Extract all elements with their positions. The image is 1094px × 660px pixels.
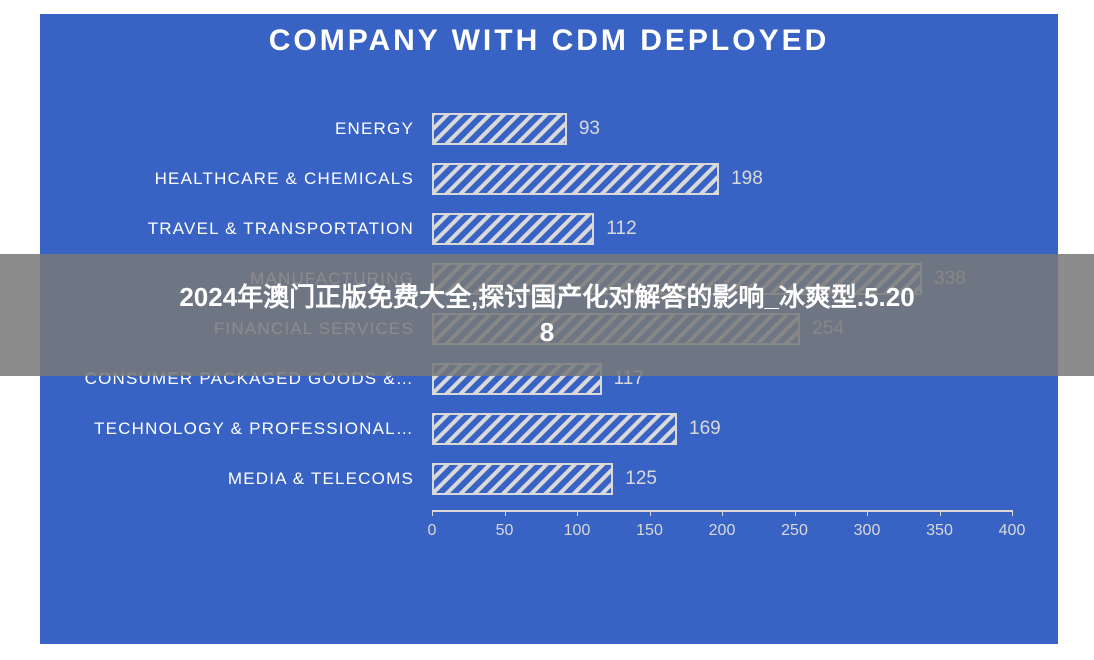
overlay-text: 2024年澳门正版免费大全,探讨国产化对解答的影响_冰爽型.5.20 (179, 280, 914, 315)
bar-value-label: 112 (606, 204, 636, 254)
bar-value-label: 169 (689, 404, 721, 454)
category-label: TECHNOLOGY & PROFESSIONAL… (40, 404, 414, 454)
bar (432, 113, 567, 145)
x-tick-label: 100 (557, 522, 597, 540)
category-label: TRAVEL & TRANSPORTATION (40, 204, 414, 254)
x-tick (722, 510, 723, 516)
x-tick-label: 50 (485, 522, 525, 540)
bar (432, 213, 594, 245)
bar (432, 163, 719, 195)
x-tick-label: 250 (775, 522, 815, 540)
bar (432, 463, 613, 495)
bar-value-label: 198 (731, 154, 763, 204)
overlay-text: 8 (540, 315, 554, 350)
x-tick-label: 350 (920, 522, 960, 540)
x-tick-label: 0 (412, 522, 452, 540)
x-tick (940, 510, 941, 516)
x-tick (867, 510, 868, 516)
bar-value-label: 125 (625, 454, 657, 504)
chart-title: COMPANY WITH CDM DEPLOYED (40, 24, 1058, 58)
category-label: HEALTHCARE & CHEMICALS (40, 154, 414, 204)
bar (432, 413, 677, 445)
x-tick (505, 510, 506, 516)
x-tick-label: 150 (630, 522, 670, 540)
bar-value-label: 93 (579, 104, 600, 154)
x-tick-label: 400 (992, 522, 1032, 540)
x-tick (795, 510, 796, 516)
x-tick-label: 200 (702, 522, 742, 540)
category-label: MEDIA & TELECOMS (40, 454, 414, 504)
x-tick (432, 510, 433, 516)
x-tick-label: 300 (847, 522, 887, 540)
x-tick (577, 510, 578, 516)
overlay-banner: 2024年澳门正版免费大全,探讨国产化对解答的影响_冰爽型.5.208 (0, 254, 1094, 376)
category-label: ENERGY (40, 104, 414, 154)
x-tick (1012, 510, 1013, 516)
x-tick (650, 510, 651, 516)
